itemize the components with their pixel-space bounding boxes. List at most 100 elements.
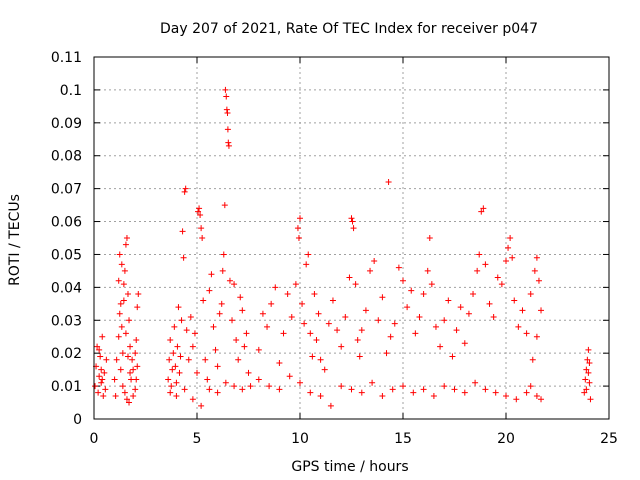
data-point [511,297,518,304]
data-point [112,392,119,399]
data-point [115,277,122,284]
data-point [202,356,209,363]
data-point [584,356,591,363]
chart-title: Day 207 of 2021, Rate Of TEC Index for r… [160,21,538,37]
y-tick-label: 0.06 [51,215,82,231]
data-point [362,307,369,314]
data-point [189,343,196,350]
data-point [348,386,355,393]
data-point [96,373,103,380]
data-point [132,350,139,357]
data-point [181,386,188,393]
data-point [181,188,188,195]
data-point [122,241,129,248]
y-tick-label: 0 [73,412,82,428]
data-point [245,369,252,376]
data-point [498,281,505,288]
data-point [128,376,135,383]
data-point [286,373,293,380]
data-point [482,386,489,393]
data-point [449,353,456,360]
data-point [437,343,444,350]
data-point [121,267,128,274]
data-point [133,337,140,344]
data-point [214,389,221,396]
data-point [533,333,540,340]
data-point [581,389,588,396]
y-tick-label: 0.09 [51,116,82,132]
data-point [346,274,353,281]
data-point [119,350,126,357]
data-point [538,307,545,314]
data-point [208,271,215,278]
data-point [98,379,105,386]
data-point [124,290,131,297]
data-point [206,287,213,294]
data-point [122,330,129,337]
data-point [196,205,203,212]
data-point [247,383,254,390]
data-point [461,340,468,347]
y-tick-label: 0.11 [51,50,82,66]
data-point [218,300,225,307]
data-point [387,333,394,340]
data-point [400,383,406,390]
data-point [301,320,308,327]
data-point [585,369,592,376]
data-point [171,323,178,330]
y-tick-label: 0.01 [51,379,82,395]
data-point [123,396,130,403]
data-point [457,304,464,311]
data-point [101,369,108,376]
x-tick-label: 10 [291,431,309,447]
y-tick-label: 0.07 [51,182,82,198]
data-point [224,126,231,133]
data-point [187,313,194,320]
y-tick-label: 0.08 [51,149,82,165]
data-point [295,235,302,241]
data-point [210,323,217,330]
data-point [206,386,213,393]
data-point [231,383,238,390]
data-point [224,109,231,116]
x-tick-label: 5 [193,431,202,447]
data-point [492,389,499,396]
data-point [94,343,101,350]
data-point [313,337,320,344]
data-point [189,396,196,403]
data-point [167,389,174,396]
data-point [327,402,334,409]
data-point [533,392,540,399]
data-point [170,350,177,357]
data-point [225,142,232,149]
x-axis-ticks: 0 5 10 15 20 25 [90,57,618,447]
data-point [268,300,275,307]
data-point [391,320,398,327]
data-point [342,313,349,320]
data-point [515,323,522,330]
data-point [225,139,232,146]
data-point [503,392,509,399]
data-point [358,327,365,334]
data-point [216,310,223,317]
data-point [329,297,336,304]
x-tick-label: 0 [90,431,99,447]
data-point [132,386,139,393]
data-point [445,297,452,304]
data-point [222,379,229,386]
data-point [383,350,390,357]
data-point [255,376,262,383]
data-point [352,281,359,288]
data-point [587,396,594,403]
data-point [288,313,295,320]
data-point [117,366,124,373]
data-point [307,330,314,337]
data-point [212,346,219,353]
data-point [92,383,99,390]
data-point [311,290,318,297]
data-point [348,215,355,222]
data-point [194,369,200,376]
data-point [297,379,303,386]
data-point [175,304,182,311]
